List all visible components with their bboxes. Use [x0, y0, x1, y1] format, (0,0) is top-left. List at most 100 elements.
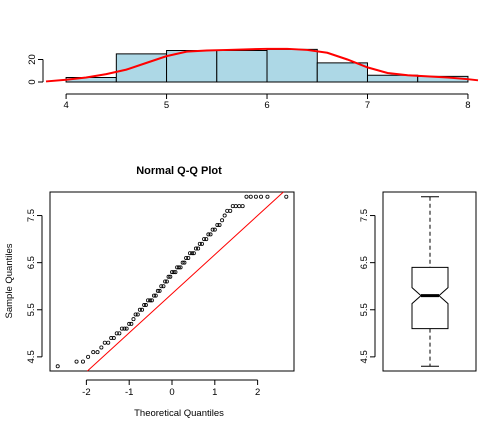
boxplot-y-tick-label: 5.5 — [359, 303, 370, 316]
qq-y-tick-label: 4.5 — [26, 350, 37, 363]
boxplot-y-axis: 4.5 5.5 6.5 7.5 — [359, 209, 376, 363]
qq-point — [152, 293, 157, 298]
qq-point — [146, 298, 151, 303]
histogram-bar-6 — [316, 62, 368, 83]
boxplot-y-tick-label: 6.5 — [359, 256, 370, 269]
qq-point — [212, 227, 217, 232]
histogram-bars — [65, 48, 469, 83]
qq-point — [148, 298, 153, 303]
qq-point — [164, 279, 169, 284]
qq-point — [197, 241, 202, 246]
boxplot-elements — [411, 196, 449, 367]
qq-point — [222, 213, 227, 218]
qq-point — [180, 260, 185, 265]
boxplot-box-frame — [382, 191, 477, 372]
qq-x-tick-label: 2 — [255, 387, 260, 398]
qq-point — [206, 232, 211, 237]
qq-point — [157, 288, 162, 293]
qq-point — [119, 326, 124, 331]
qq-point — [127, 321, 132, 326]
qq-point — [178, 265, 183, 270]
qq-point — [109, 336, 114, 341]
qq-point — [161, 284, 166, 289]
qq-x-tick-label: -2 — [82, 387, 90, 398]
qq-point — [80, 359, 85, 364]
boxplot-y-tick-label: 7.5 — [359, 209, 370, 222]
histogram-bar-4 — [216, 50, 268, 83]
qq-point — [140, 307, 145, 312]
qq-x-tick-label: 1 — [212, 387, 217, 398]
qq-reference-line — [87, 191, 284, 372]
qq-point — [253, 194, 258, 199]
qq-plot-box — [49, 191, 295, 372]
histogram-x-tick-label: 8 — [465, 100, 470, 111]
qq-point — [208, 232, 213, 237]
qq-x-axis-title: Theoretical Quantiles — [134, 408, 224, 419]
histogram-bar-5 — [266, 48, 318, 83]
qq-y-axis-title: Sample Quantiles — [4, 243, 15, 318]
qq-point — [131, 317, 136, 322]
qq-y-tick-label: 5.5 — [26, 303, 37, 316]
qq-point — [228, 208, 233, 213]
qq-plot-title: Normal Q-Q Plot — [136, 165, 222, 177]
qq-point — [142, 303, 147, 308]
qq-point — [191, 251, 196, 256]
qq-point — [190, 251, 195, 256]
histogram-x-tick-label: 7 — [365, 100, 370, 111]
qq-point — [199, 241, 204, 246]
qq-point — [129, 321, 134, 326]
qq-point — [166, 274, 171, 279]
qq-point — [99, 345, 104, 350]
qq-point — [55, 364, 60, 369]
qq-y-axis: 4.5 5.5 6.5 7.5 — [26, 209, 43, 363]
qq-point — [215, 222, 220, 227]
qq-point — [184, 255, 189, 260]
qq-point — [220, 218, 225, 223]
qq-point — [217, 222, 222, 227]
qq-point — [153, 293, 158, 298]
qq-point — [95, 350, 100, 355]
qq-point — [124, 326, 129, 331]
boxplot-panel: 4.5 5.5 6.5 7.5 — [359, 191, 477, 372]
histogram-y-axis: 0 20 — [27, 54, 44, 85]
qq-point — [210, 227, 215, 232]
qq-plot-panel: Normal Q-Q Plot -2 -1 0 1 2 4.5 5.5 6.5 7.5 The… — [4, 165, 295, 419]
histogram-x-tick-label: 5 — [164, 100, 169, 111]
qq-x-axis: -2 -1 0 1 2 — [82, 379, 260, 398]
qq-point — [202, 237, 207, 242]
boxplot-y-tick-label: 4.5 — [359, 350, 370, 363]
qq-point — [265, 194, 270, 199]
qq-point — [86, 354, 91, 359]
qq-point — [149, 298, 154, 303]
qq-points — [55, 194, 289, 369]
qq-point — [240, 204, 245, 209]
qq-point — [244, 194, 249, 199]
histogram-y-tick-label: 0 — [27, 79, 38, 84]
qq-point — [196, 246, 201, 251]
histogram-panel: 4 5 6 7 8 0 20 — [27, 47, 479, 111]
density-curve — [45, 47, 479, 83]
qq-point — [137, 307, 142, 312]
qq-point — [122, 326, 127, 331]
qq-point — [155, 288, 160, 293]
qq-point — [182, 260, 187, 265]
qq-point — [163, 279, 168, 284]
histogram-y-tick-label: 20 — [27, 54, 38, 65]
histogram-x-tick-label: 4 — [63, 100, 68, 111]
qq-point — [168, 274, 173, 279]
qq-point — [91, 350, 96, 355]
boxplot-notched-box — [411, 266, 449, 330]
qq-point — [176, 265, 181, 270]
qq-point — [74, 359, 79, 364]
qq-point — [133, 312, 138, 317]
qq-point — [114, 331, 119, 336]
qq-point — [248, 194, 253, 199]
qq-point — [111, 336, 116, 341]
histogram-x-axis: 4 5 6 7 8 — [63, 93, 471, 111]
qq-point — [106, 340, 111, 345]
qq-point — [284, 194, 289, 199]
qq-point — [135, 312, 140, 317]
qq-point — [143, 303, 148, 308]
qq-point — [259, 194, 264, 199]
